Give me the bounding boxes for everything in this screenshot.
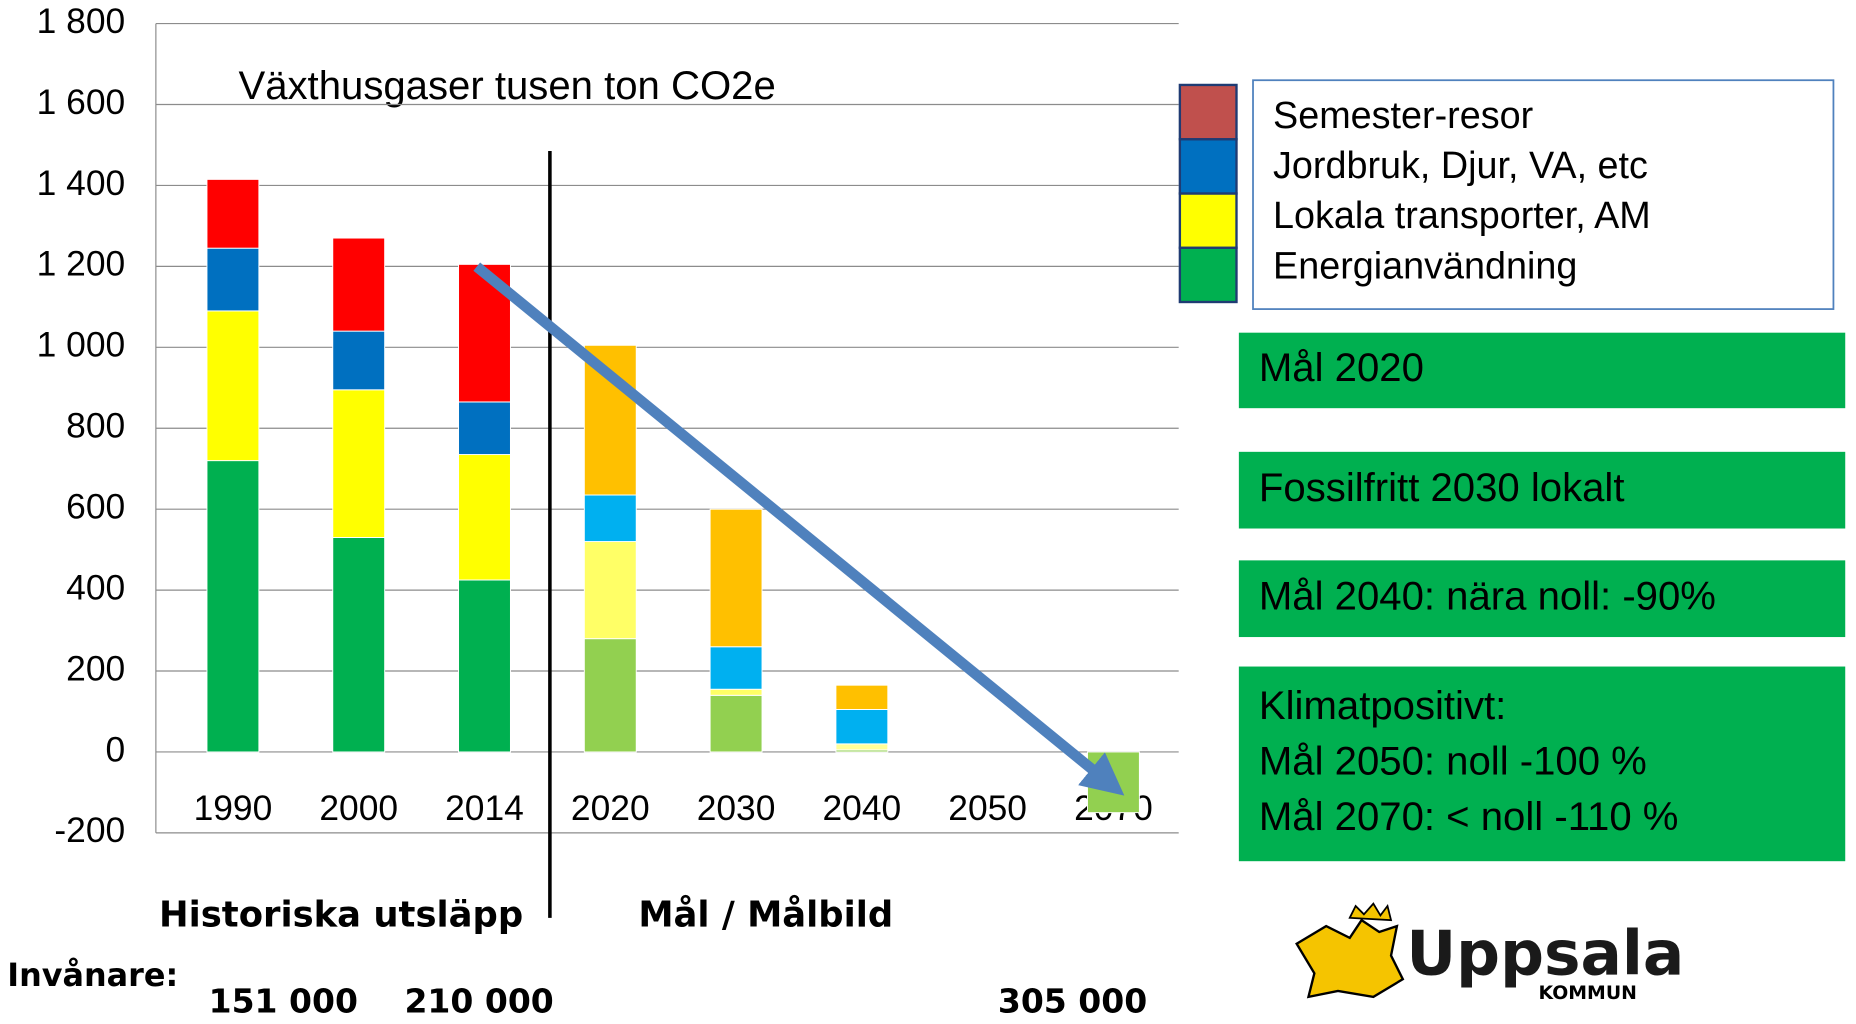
historical-label: Historiska utsläpp [159, 895, 523, 936]
bar-segment [206, 310, 260, 462]
bar-segment [583, 494, 637, 543]
x-tick-label: 2030 [697, 789, 776, 828]
bar-segment [835, 684, 889, 710]
legend-label: Energianvändning [1273, 244, 1577, 286]
goal-box [1238, 332, 1846, 409]
trend-arrow [473, 262, 1125, 796]
bar-segment [709, 694, 763, 753]
y-tick-label: 800 [66, 407, 125, 446]
population: 210 000 [404, 981, 553, 1020]
bar-segment [1087, 751, 1140, 814]
goals-label: Mål / Målbild [638, 895, 893, 936]
bar-segment [206, 178, 260, 249]
bar-segment [332, 237, 386, 332]
bar-segment [835, 708, 889, 745]
legend-swatch [1178, 246, 1238, 304]
goal-box [1238, 560, 1846, 638]
logo-sub: KOMMUN [1539, 982, 1637, 1004]
y-tick-label: 1 200 [37, 245, 126, 284]
legend-label: Semester-resor [1273, 94, 1533, 136]
bar-segment [332, 330, 386, 391]
y-tick-label: 400 [66, 568, 125, 607]
x-tick-label: 2014 [445, 789, 524, 828]
logo: Uppsala KOMMUN [1295, 902, 1684, 1004]
x-tick-label: 1990 [194, 789, 273, 828]
x-tick-label: 2020 [571, 789, 650, 828]
bar-segment [835, 743, 889, 751]
legend-label: Jordbruk, Djur, VA, etc [1273, 144, 1648, 186]
legend-swatch [1178, 83, 1238, 141]
x-tick-label: 2040 [823, 789, 902, 828]
y-tick-label: 1 600 [37, 83, 126, 122]
bar-segment [709, 508, 763, 648]
y-tick-label: 1 400 [37, 164, 126, 203]
goal-text: Mål 2020 [1259, 346, 1424, 390]
bar-segment [458, 579, 511, 753]
y-tick-label: 0 [106, 730, 126, 769]
goal-text: Mål 2040: nära noll: -90% [1259, 574, 1716, 618]
population-label: Invånare: [7, 956, 178, 994]
bar-segment [709, 688, 763, 696]
goal-text: Fossilfritt 2030 lokalt [1259, 466, 1625, 510]
bar-segment [583, 638, 637, 753]
goal-text: Mål 2070: < noll -110 % [1259, 795, 1679, 839]
population: 151 000 [209, 981, 358, 1020]
y-tick-label: 200 [66, 649, 125, 688]
y-tick-label: 600 [66, 488, 125, 527]
goal-text: Klimatpositivt: [1259, 684, 1506, 728]
bar-segment [332, 537, 386, 753]
goal-box [1238, 666, 1846, 862]
bar-segment [583, 541, 637, 640]
y-tick-label: 1 000 [37, 326, 126, 365]
legend-swatch [1178, 138, 1238, 195]
bar-segment [332, 389, 386, 538]
legend-box [1252, 79, 1835, 310]
population: 305 000 [998, 981, 1147, 1020]
x-tick-label: 2050 [948, 789, 1027, 828]
goal-box [1238, 451, 1846, 529]
x-tick-label: 2000 [319, 789, 398, 828]
bar-segment [458, 401, 511, 456]
bar-segment [458, 454, 511, 581]
chart-title: Växthusgaser tusen ton CO2e [238, 64, 775, 108]
bar-segment [206, 460, 260, 753]
bar-segment [583, 344, 637, 496]
legend-label: Lokala transporter, AM [1273, 194, 1651, 236]
logo-name: Uppsala [1406, 919, 1684, 990]
bar-segment [206, 247, 260, 312]
legend-swatch [1178, 192, 1238, 249]
y-tick-label: 1 800 [37, 2, 126, 41]
bar-segment [709, 646, 763, 690]
y-tick-label: -200 [54, 811, 125, 850]
goal-text: Mål 2050: noll -100 % [1259, 739, 1647, 783]
